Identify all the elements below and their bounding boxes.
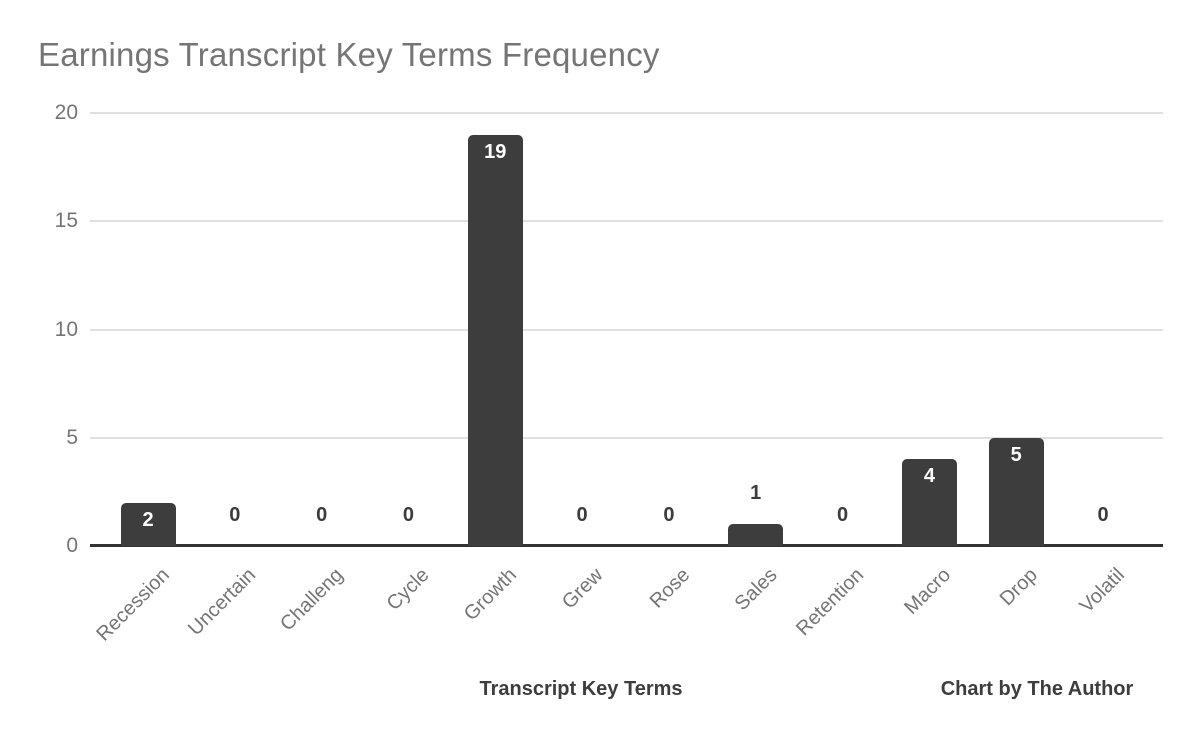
x-axis-title: Transcript Key Terms [479,678,683,700]
y-axis-tick-label: 10 [54,317,78,341]
x-axis-category-label-growth: Growth [459,564,521,626]
x-axis-category-label-rose: Rose [645,564,695,613]
x-axis-category-label-challeng: Challeng [275,564,348,636]
x-axis-category-label-drop: Drop [995,564,1042,611]
bar-value-label-sales: 1 [750,482,762,505]
y-axis-tick-label: 0 [66,534,78,557]
y-axis-tick-label: 15 [54,209,78,233]
bar-recession[interactable] [120,502,176,546]
x-axis-line [90,544,1163,547]
gridline [90,436,1163,439]
bar-value-label-macro: 4 [923,465,935,488]
bar-value-label-grew: 0 [576,504,588,526]
gridline [90,220,1163,223]
bar-value-label-recession: 2 [142,508,154,531]
bar-value-label-drop: 5 [1010,443,1022,466]
bar-value-label-cycle: 0 [402,504,415,526]
x-axis-category-label-cycle: Cycle [383,564,435,615]
bar-growth[interactable] [467,134,523,546]
y-axis-tick-label: 20 [54,101,78,124]
bar-value-label-uncertain: 0 [229,504,241,526]
x-axis-category-label-volatil: Volatil [1075,564,1129,618]
bar-value-label-volatil: 0 [1097,504,1109,526]
x-axis-category-label-sales: Sales [730,564,782,615]
chart-credit: Chart by The Author [940,678,1134,700]
y-axis-tick-label: 5 [66,425,78,449]
bar-value-label-rose: 0 [663,504,675,526]
bar-drop[interactable] [988,437,1044,546]
x-axis-category-label-retention: Retention [792,564,869,641]
bar-value-label-growth: 19 [484,140,507,163]
gridline [90,328,1163,331]
x-axis-category-label-recession: Recession [91,564,174,646]
gridline [90,112,1163,114]
bar-value-label-retention: 0 [836,504,849,526]
bar-value-label-challeng: 0 [316,504,328,526]
x-axis-category-label-macro: Macro [900,564,955,619]
bar-macro[interactable] [901,459,957,546]
chart-title: Earnings Transcript Key Terms Frequency [38,36,660,73]
x-axis-category-label-grew: Grew [558,564,608,614]
x-axis-category-label-uncertain: Uncertain [184,564,261,641]
bar-sales[interactable] [728,524,784,546]
